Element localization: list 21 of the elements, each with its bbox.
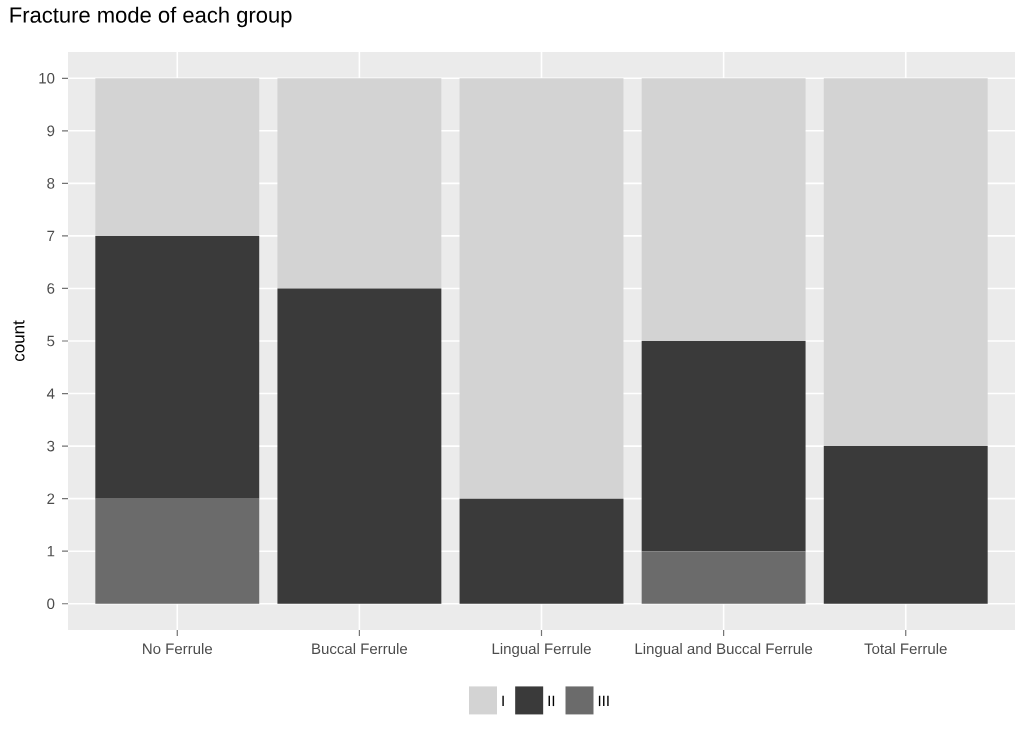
y-tick-label: 10: [39, 72, 55, 84]
chart-title: Fracture mode of each group: [10, 6, 292, 28]
y-tick-label: 4: [46, 388, 55, 399]
x-tick-label: Total Ferrule: [864, 643, 947, 655]
legend-label: I: [502, 695, 504, 707]
y-tick-label: 9: [47, 125, 55, 137]
y-tick-label: 0: [47, 598, 55, 610]
x-tick-label: No Ferrule: [143, 643, 213, 655]
y-axis-title: count: [13, 320, 25, 362]
y-tick-label: 1: [47, 546, 55, 557]
y-tick-label: 3: [47, 440, 55, 452]
y-tick-label: 7: [47, 230, 55, 242]
y-tick-label: 6: [47, 283, 55, 294]
y-tick-label: 2: [47, 493, 55, 504]
y-tick-label: 8: [47, 178, 55, 189]
legend-label: II: [548, 695, 555, 707]
x-tick-label: Lingual Ferrule: [492, 643, 591, 658]
legend-label: III: [598, 695, 609, 707]
x-tick-label: Buccal Ferrule: [312, 643, 408, 655]
x-tick-label: Lingual and Buccal Ferrule: [635, 643, 813, 658]
y-tick-label: 5: [47, 335, 55, 347]
